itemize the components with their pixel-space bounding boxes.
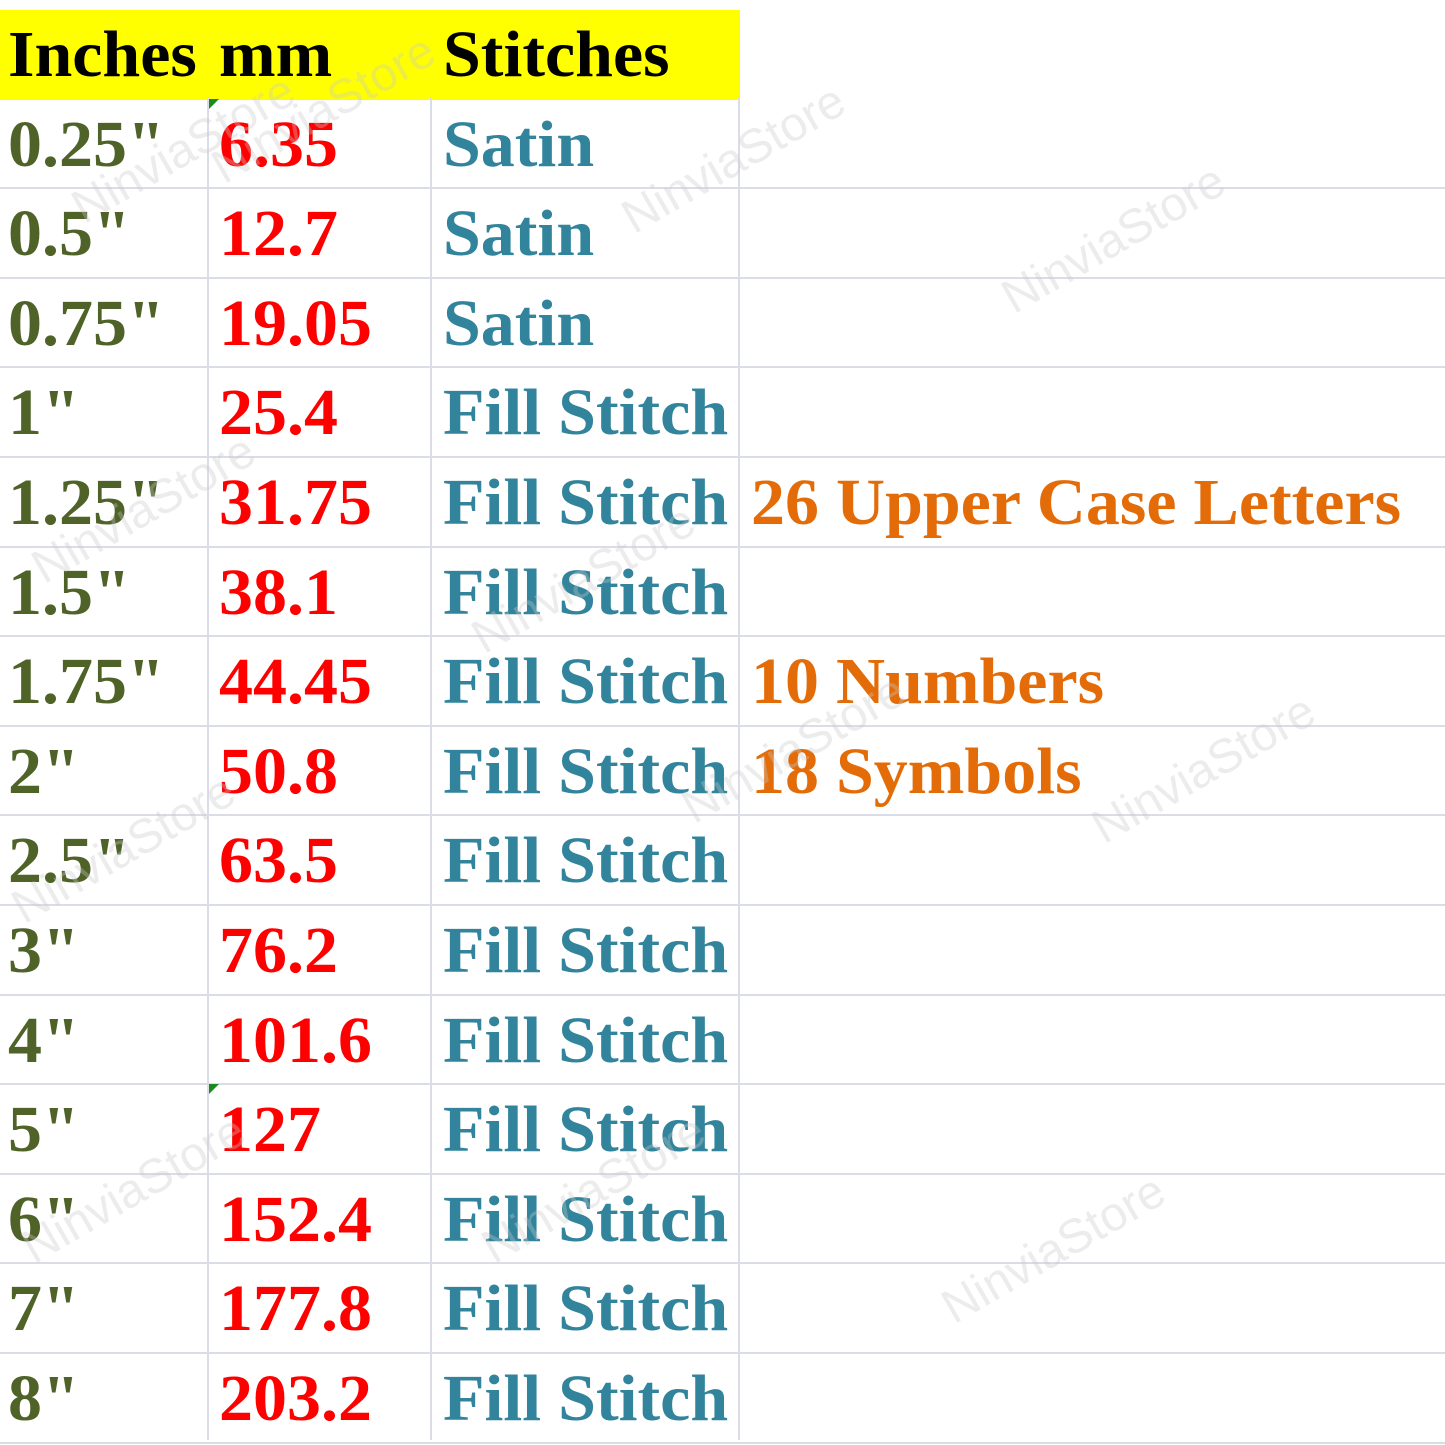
note-cell[interactable] xyxy=(751,368,1445,456)
inches-cell[interactable]: 0.75" xyxy=(8,286,165,360)
table-row: 2.5" 63.5 Fill Stitch xyxy=(0,816,1445,906)
inches-cell[interactable]: 5" xyxy=(8,1093,80,1167)
table-row: 2" 50.8 Fill Stitch 18 Symbols xyxy=(0,727,1445,817)
stitch-cell[interactable]: Fill Stitch xyxy=(443,1182,729,1256)
error-indicator-icon xyxy=(209,1084,219,1094)
note-cell[interactable] xyxy=(751,1085,1445,1173)
note-cell[interactable] xyxy=(751,189,1445,277)
note-cell[interactable]: 10 Numbers xyxy=(751,645,1105,719)
mm-cell[interactable]: 152.4 xyxy=(219,1182,372,1256)
stitch-cell[interactable]: Fill Stitch xyxy=(443,1272,729,1346)
mm-cell[interactable]: 101.6 xyxy=(219,1003,372,1077)
table-row: 1.5" 38.1 Fill Stitch xyxy=(0,548,1445,638)
table-row: 0.75" 19.05 Satin xyxy=(0,279,1445,369)
table-row: 8" 203.2 Fill Stitch xyxy=(0,1354,1445,1444)
note-cell[interactable] xyxy=(751,1175,1445,1263)
inches-cell[interactable]: 1" xyxy=(8,376,80,450)
stitch-cell[interactable]: Fill Stitch xyxy=(443,465,729,539)
error-indicator-icon xyxy=(209,99,219,109)
stitch-cell[interactable]: Fill Stitch xyxy=(443,913,729,987)
mm-cell[interactable]: 25.4 xyxy=(219,376,338,450)
note-cell[interactable] xyxy=(751,548,1445,636)
table-row: 5" 127 Fill Stitch xyxy=(0,1085,1445,1175)
header-inches[interactable]: Inches xyxy=(8,18,197,91)
stitch-cell[interactable]: Fill Stitch xyxy=(443,1093,729,1167)
inches-cell[interactable]: 3" xyxy=(8,913,80,987)
note-cell[interactable] xyxy=(751,279,1445,367)
mm-cell[interactable]: 50.8 xyxy=(219,734,338,808)
stitch-cell[interactable]: Fill Stitch xyxy=(443,824,729,898)
table-row: 7" 177.8 Fill Stitch xyxy=(0,1264,1445,1354)
header-mm[interactable]: mm xyxy=(219,18,333,91)
inches-cell[interactable]: 2" xyxy=(8,734,80,808)
note-cell[interactable] xyxy=(751,996,1445,1084)
table-row: 1.25" 31.75 Fill Stitch 26 Upper Case Lette… xyxy=(0,458,1445,548)
mm-cell[interactable]: 76.2 xyxy=(219,913,338,987)
mm-cell[interactable]: 12.7 xyxy=(219,197,338,271)
table-row: 3" 76.2 Fill Stitch xyxy=(0,906,1445,996)
note-cell[interactable]: 26 Upper Case Letters xyxy=(751,465,1402,539)
inches-cell[interactable]: 2.5" xyxy=(8,824,131,898)
stitch-cell[interactable]: Fill Stitch xyxy=(443,645,729,719)
mm-cell[interactable]: 6.35 xyxy=(219,107,338,181)
inches-cell[interactable]: 1.25" xyxy=(8,465,165,539)
column-divider xyxy=(207,97,209,1440)
mm-cell[interactable]: 38.1 xyxy=(219,555,338,629)
stitch-cell[interactable]: Fill Stitch xyxy=(443,1361,729,1435)
mm-cell[interactable]: 177.8 xyxy=(219,1272,372,1346)
note-cell[interactable]: 18 Symbols xyxy=(751,734,1082,808)
inches-cell[interactable]: 7" xyxy=(8,1272,80,1346)
table-row: 1.75" 44.45 Fill Stitch 10 Numbers xyxy=(0,637,1445,727)
inches-cell[interactable]: 1.75" xyxy=(8,645,165,719)
stitch-cell[interactable]: Fill Stitch xyxy=(443,555,729,629)
stitch-cell[interactable]: Satin xyxy=(443,197,595,271)
stitch-cell[interactable]: Fill Stitch xyxy=(443,1003,729,1077)
stitch-cell[interactable]: Satin xyxy=(443,107,595,181)
note-cell[interactable] xyxy=(751,1264,1445,1352)
table-row: 4" 101.6 Fill Stitch xyxy=(0,996,1445,1086)
mm-cell[interactable]: 203.2 xyxy=(219,1361,372,1435)
note-cell[interactable] xyxy=(751,906,1445,994)
inches-cell[interactable]: 1.5" xyxy=(8,555,131,629)
inches-cell[interactable]: 8" xyxy=(8,1361,80,1435)
table-row: 1" 25.4 Fill Stitch xyxy=(0,368,1445,458)
column-divider xyxy=(738,97,740,1440)
table-row: 0.25" 6.35 Satin xyxy=(0,100,1445,190)
table-row: 6" 152.4 Fill Stitch xyxy=(0,1175,1445,1265)
column-divider xyxy=(430,97,432,1440)
inches-cell[interactable]: 4" xyxy=(8,1003,80,1077)
header-highlight xyxy=(0,10,740,100)
stitch-cell[interactable]: Fill Stitch xyxy=(443,734,729,808)
mm-cell[interactable]: 127 xyxy=(219,1093,321,1167)
inches-cell[interactable]: 0.25" xyxy=(8,107,165,181)
stitch-cell[interactable]: Fill Stitch xyxy=(443,376,729,450)
mm-cell[interactable]: 19.05 xyxy=(219,286,372,360)
mm-cell[interactable]: 44.45 xyxy=(219,645,372,719)
header-row: Inches mm Stitches xyxy=(0,10,1445,100)
note-cell[interactable] xyxy=(751,816,1445,904)
stitch-cell[interactable]: Satin xyxy=(443,286,595,360)
inches-cell[interactable]: 6" xyxy=(8,1182,80,1256)
inches-cell[interactable]: 0.5" xyxy=(8,197,131,271)
note-cell[interactable] xyxy=(751,100,1445,188)
table-row: 0.5" 12.7 Satin xyxy=(0,189,1445,279)
header-stitches[interactable]: Stitches xyxy=(443,18,670,91)
mm-cell[interactable]: 31.75 xyxy=(219,465,372,539)
mm-cell[interactable]: 63.5 xyxy=(219,824,338,898)
spreadsheet: Inches mm Stitches 0.25" 6.35 Satin 0.5" 12.… xyxy=(0,10,1445,1444)
note-cell[interactable] xyxy=(751,1354,1445,1442)
